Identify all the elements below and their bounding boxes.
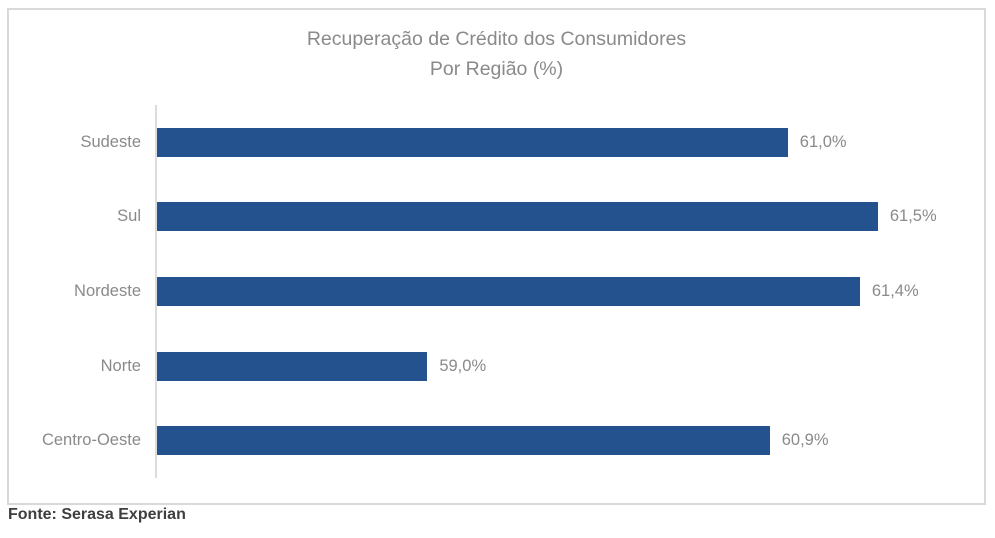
chart-container: Recuperação de Crédito dos Consumidores … [7, 8, 986, 505]
bar-sudeste [157, 127, 788, 157]
bar-row-norte: Norte 59,0% [9, 328, 984, 404]
category-label-sul: Sul [117, 207, 141, 226]
bar-row-nordeste: Nordeste 61,4% [9, 254, 984, 329]
chart-title-line1: Recuperação de Crédito dos Consumidores [306, 28, 687, 50]
plot-area: Sudeste 61,0% Sul 61,5% Nordeste 61,4% [9, 105, 984, 478]
bar-track: 59,0% [155, 328, 984, 404]
bar-sul [157, 202, 878, 232]
value-label-centro-oeste: 60,9% [781, 431, 829, 450]
value-label-nordeste: 61,4% [871, 281, 919, 300]
value-label-sul: 61,5% [889, 207, 937, 226]
bar-track: 61,4% [155, 254, 984, 329]
bar-track: 61,0% [155, 105, 984, 180]
bar-row-centro-oeste: Centro-Oeste 60,9% [9, 403, 984, 478]
category-label-centro-oeste: Centro-Oeste [41, 431, 141, 450]
category-label-sudeste: Sudeste [80, 132, 141, 151]
bar-norte [157, 351, 428, 381]
value-label-norte: 59,0% [439, 356, 487, 375]
category-label-norte: Norte [100, 356, 141, 375]
bar-nordeste [157, 276, 860, 306]
bar-track: 60,9% [155, 403, 984, 478]
chart-title-line2: Por Região (%) [429, 58, 564, 80]
bar-row-sul: Sul 61,5% [9, 179, 984, 255]
bar-centro-oeste [157, 426, 770, 456]
chart-title: Recuperação de Crédito dos Consumidores … [9, 24, 984, 84]
category-label-nordeste: Nordeste [74, 281, 141, 300]
bar-track: 61,5% [155, 179, 984, 255]
bar-row-sudeste: Sudeste 61,0% [9, 105, 984, 180]
value-label-sudeste: 61,0% [799, 132, 847, 151]
source-note: Fonte: Serasa Experian [8, 506, 186, 523]
